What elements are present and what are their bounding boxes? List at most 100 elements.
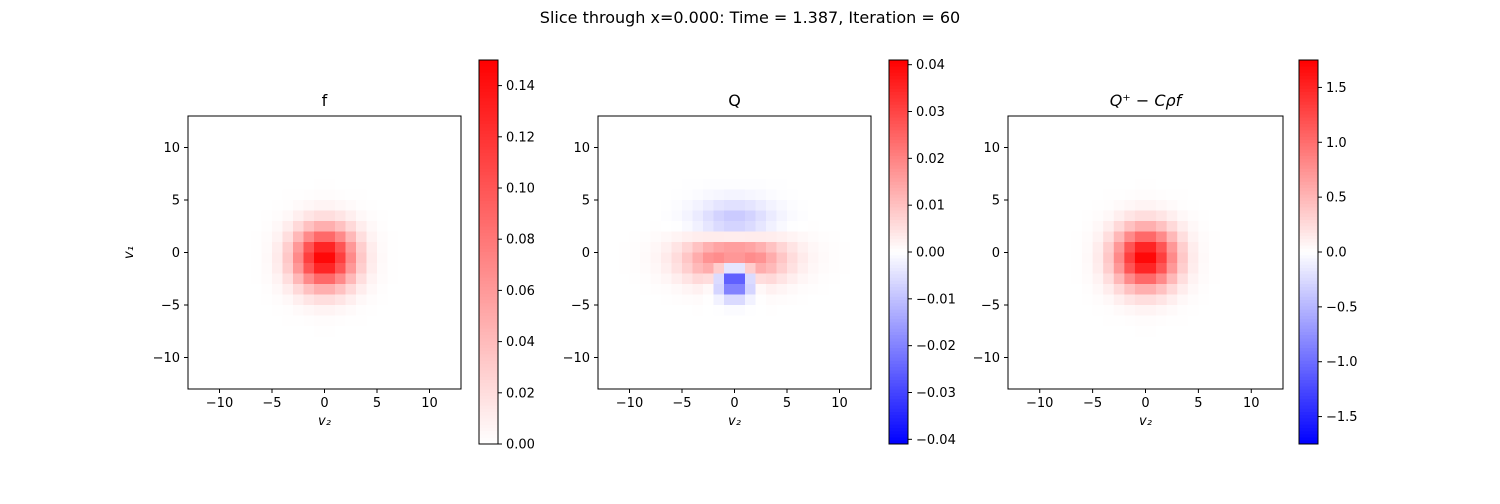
heatmap-cell [345, 284, 357, 295]
heatmap-cell [1177, 284, 1189, 295]
heatmap-cell [734, 294, 746, 306]
heatmap-cell [419, 273, 430, 285]
heatmap-cell [766, 116, 777, 127]
heatmap-cell [408, 242, 420, 253]
colorbar-segment [889, 408, 908, 413]
colorbar-segment [479, 124, 498, 128]
heatmap-cell [240, 116, 252, 127]
heatmap-cell [1166, 368, 1178, 379]
heatmap-cell [787, 263, 798, 274]
heatmap-cell [219, 294, 231, 306]
heatmap-cell [188, 137, 199, 148]
heatmap-cell [335, 137, 346, 148]
heatmap-cell [450, 347, 462, 358]
heatmap-cell [1039, 210, 1051, 222]
colorbar-segment [1299, 200, 1318, 205]
heatmap-cell [230, 368, 241, 379]
heatmap-cell [1187, 200, 1199, 211]
heatmap-cell [209, 200, 220, 211]
heatmap-cell [303, 231, 315, 243]
heatmap-cell [366, 326, 378, 337]
y-tick-label: 10 [573, 141, 590, 156]
colorbar-segment [889, 399, 908, 403]
heatmap-cell [1039, 179, 1051, 190]
heatmap-cell [440, 347, 451, 358]
heatmap-cell [766, 284, 777, 295]
heatmap-cell [766, 158, 777, 169]
heatmap-cell [335, 221, 346, 232]
colorbar-segment [1299, 424, 1318, 429]
heatmap-cell [1208, 116, 1220, 127]
heatmap-cell [745, 252, 756, 264]
heatmap-cell [755, 294, 767, 306]
heatmap-cell [1092, 158, 1104, 169]
heatmap-cell [209, 231, 220, 243]
heatmap-cell [629, 242, 641, 253]
heatmap-cell [703, 305, 714, 316]
colorbar-segment [479, 101, 498, 106]
heatmap-cell [1145, 284, 1157, 295]
x-tick-label: −5 [672, 396, 691, 411]
heatmap-cell [419, 231, 430, 243]
heatmap-cell [734, 179, 746, 190]
heatmap-cell [398, 284, 409, 295]
heatmap-cell [1113, 231, 1125, 243]
heatmap-cell [398, 210, 409, 222]
heatmap-cell [314, 326, 325, 337]
heatmap-cell [1230, 315, 1242, 327]
heatmap-cell [219, 168, 231, 180]
heatmap-cell [1198, 200, 1210, 211]
heatmap-cell [1134, 368, 1146, 379]
heatmap-cell [209, 126, 220, 138]
colorbar-segment [479, 344, 498, 349]
heatmap-cell [839, 200, 851, 211]
heatmap-cell [598, 210, 609, 222]
heatmap-cell [797, 252, 809, 264]
heatmap-cell [1272, 294, 1284, 306]
heatmap-cell [808, 252, 819, 264]
heatmap-cell [230, 315, 241, 327]
heatmap-cell [1272, 147, 1284, 159]
heatmap-cell [293, 294, 304, 306]
heatmap-cell [1166, 263, 1178, 274]
heatmap-cell [682, 378, 693, 390]
heatmap-cell [755, 273, 767, 285]
heatmap-cell [1145, 221, 1157, 232]
heatmap-cell [408, 137, 420, 148]
colorbar-segment [1299, 239, 1318, 243]
heatmap-cell [640, 305, 651, 316]
colorbar-segment [889, 309, 908, 314]
heatmap-cell [1124, 368, 1136, 379]
heatmap-cell [366, 368, 378, 379]
heatmap-cell [1050, 315, 1062, 327]
heatmap-cell [692, 147, 704, 159]
heatmap-cell [797, 284, 809, 295]
heatmap-cell [377, 252, 388, 264]
colorbar-segment [1299, 325, 1318, 330]
colorbar-segment [479, 367, 498, 371]
heatmap-cell [429, 336, 441, 348]
heatmap-cell [1187, 263, 1199, 274]
colorbar-segment [889, 405, 908, 410]
colorbar-segment [1299, 108, 1318, 112]
heatmap-cell [188, 200, 199, 211]
heatmap-cell [734, 189, 746, 201]
heatmap-cell [356, 179, 367, 190]
heatmap-cell [1145, 357, 1157, 369]
colorbar-segment [479, 207, 498, 211]
colorbar-segment [889, 181, 908, 186]
heatmap-cell [1145, 210, 1157, 222]
heatmap-cell [1166, 189, 1178, 201]
heatmap-cell [755, 378, 767, 390]
heatmap-cell [860, 126, 872, 138]
heatmap-cell [1113, 315, 1125, 327]
heatmap-cell [1082, 179, 1094, 190]
heatmap-cell [1029, 116, 1041, 127]
heatmap-cell [450, 357, 462, 369]
heatmap-cell [230, 294, 241, 306]
colorbar-segment [889, 380, 908, 384]
colorbar-tick-label: 0.00 [916, 246, 945, 261]
colorbar-segment [479, 175, 498, 179]
heatmap-cell [1166, 347, 1178, 358]
heatmap-cell [345, 273, 357, 285]
